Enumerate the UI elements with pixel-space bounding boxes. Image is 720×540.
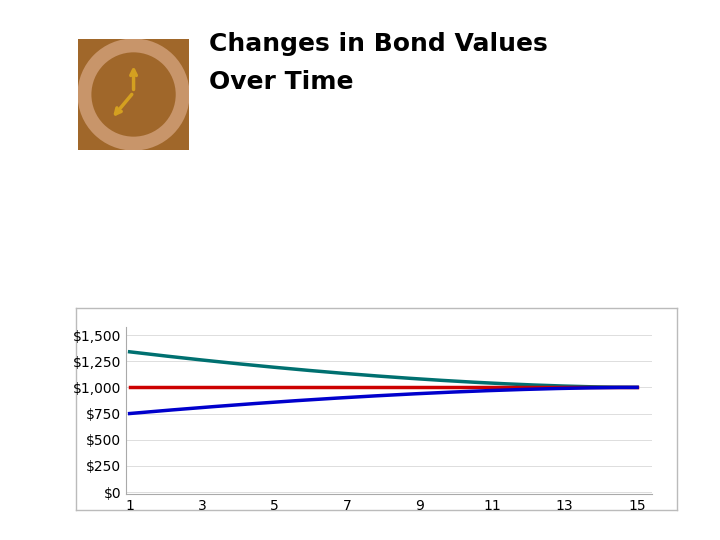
Ellipse shape bbox=[94, 56, 173, 133]
Text: Over Time: Over Time bbox=[209, 70, 354, 94]
Text: Changes in Bond Values: Changes in Bond Values bbox=[209, 32, 547, 56]
